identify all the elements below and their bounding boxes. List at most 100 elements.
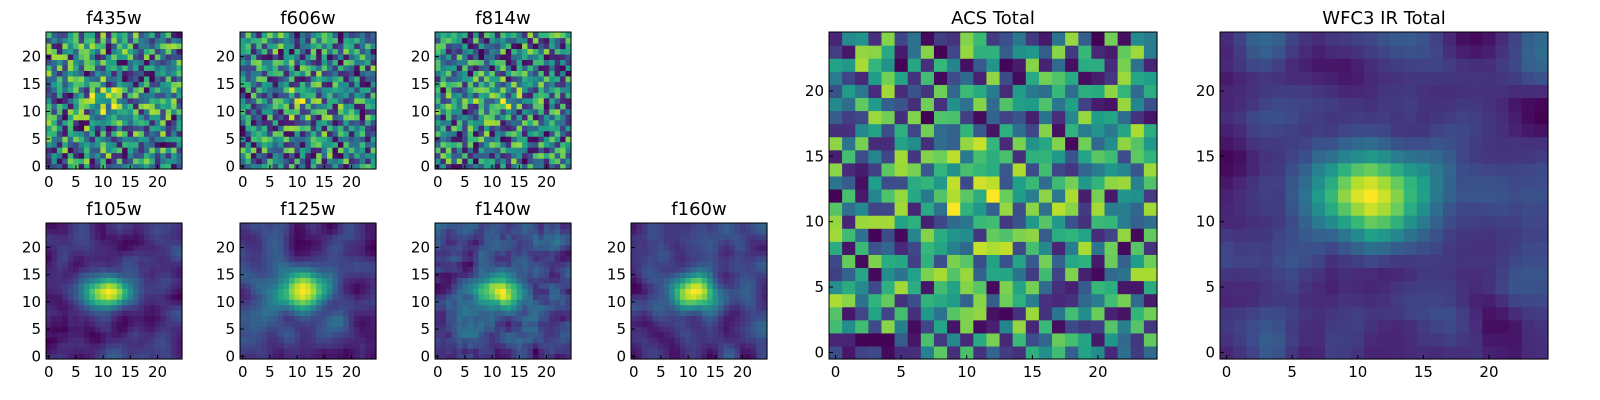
heatmap-cell [267, 53, 274, 60]
heatmap-cell [305, 315, 312, 322]
heatmap-cell [1025, 149, 1040, 164]
heatmap-cell [527, 353, 534, 360]
heatmap-cell [894, 162, 909, 177]
heatmap-cell [337, 266, 344, 273]
heatmap-cell [723, 271, 730, 278]
heatmap-cell [105, 114, 112, 121]
heatmap-cell [138, 348, 145, 355]
heatmap-cell [245, 293, 252, 300]
heatmap-cell [343, 266, 350, 273]
heatmap-cell [327, 315, 334, 322]
heatmap-cell [283, 288, 290, 295]
heatmap-cell [445, 342, 452, 349]
heatmap-cell [250, 326, 257, 333]
heatmap-cell [734, 299, 741, 306]
heatmap-cell [310, 348, 317, 355]
heatmap-cell [343, 119, 350, 126]
heatmap-cell [500, 92, 507, 99]
heatmap-cell [483, 119, 490, 126]
heatmap-cell [440, 125, 447, 132]
heatmap-cell [67, 348, 74, 355]
heatmap-cell [560, 233, 567, 240]
heatmap-cell [78, 48, 85, 55]
heatmap-cell [478, 282, 485, 289]
heatmap-cell [690, 304, 697, 311]
heatmap-cell [305, 147, 312, 154]
heatmap-cell [143, 147, 150, 154]
heatmap-cell [245, 75, 252, 82]
heatmap-cell [652, 331, 659, 338]
heatmap-cell [305, 261, 312, 268]
heatmap-cell [165, 331, 172, 338]
heatmap-cell [143, 37, 150, 44]
heatmap-cell [138, 147, 145, 154]
heatmap-cell [663, 233, 670, 240]
heatmap-cell [522, 282, 529, 289]
heatmap-cell [669, 282, 676, 289]
heatmap-cell [51, 293, 58, 300]
heatmap-cell [62, 64, 69, 71]
heatmap-cell [543, 70, 550, 77]
heatmap-cell [1117, 280, 1132, 295]
heatmap-cell [712, 315, 719, 322]
heatmap-cell [532, 86, 539, 93]
heatmap-cell [143, 271, 150, 278]
heatmap-cell [138, 92, 145, 99]
heatmap-cell [554, 228, 561, 235]
heatmap-cell [327, 136, 334, 143]
y-tick-label: 5 [616, 320, 626, 338]
heatmap-cell [527, 92, 534, 99]
heatmap-cell [294, 64, 301, 71]
heatmap-cell [348, 261, 355, 268]
heatmap-cell [750, 228, 757, 235]
heatmap-cell [511, 130, 518, 137]
heatmap-cell [1052, 162, 1066, 177]
heatmap-cell [527, 163, 534, 170]
heatmap-cell [127, 86, 134, 93]
heatmap-cell [467, 233, 474, 240]
heatmap-cell [133, 114, 140, 121]
heatmap-cell [756, 288, 763, 295]
heatmap-cell [473, 130, 480, 137]
heatmap-cell [647, 331, 654, 338]
heatmap-cell [278, 53, 285, 60]
heatmap-cell [100, 37, 107, 44]
heatmap-cell [89, 250, 96, 257]
heatmap-cell [310, 119, 317, 126]
heatmap-cell [543, 320, 550, 327]
heatmap-cell [663, 315, 670, 322]
heatmap-cell [250, 239, 257, 246]
heatmap-cell [986, 267, 1001, 282]
y-tick-label: 5 [31, 130, 41, 148]
heatmap-cell [478, 261, 485, 268]
heatmap-cell [89, 228, 96, 235]
heatmap-cell [116, 342, 123, 349]
heatmap-cell [138, 158, 145, 165]
heatmap-cell [435, 277, 442, 284]
heatmap-cell [647, 239, 654, 246]
heatmap-cell [94, 42, 101, 50]
heatmap-cell [316, 282, 323, 289]
heatmap-cell [1052, 188, 1066, 203]
heatmap-cell [467, 250, 474, 257]
heatmap-cell [560, 299, 567, 306]
heatmap-cell [354, 266, 361, 273]
heatmap-cell [348, 277, 355, 284]
heatmap-cell [494, 310, 501, 317]
heatmap-cell [370, 125, 377, 132]
heatmap-cell [451, 271, 458, 278]
heatmap-cell [1117, 162, 1132, 177]
heatmap-cell [176, 315, 183, 322]
heatmap-cell [467, 42, 474, 50]
heatmap-cell [283, 326, 290, 333]
heatmap-cell [337, 255, 344, 262]
heatmap-cell [658, 331, 665, 338]
heatmap-cell [761, 348, 768, 355]
heatmap-cell [511, 70, 518, 77]
heatmap-cell [348, 97, 355, 104]
heatmap-cell [111, 326, 118, 333]
heatmap-cell [478, 304, 485, 311]
heatmap-cell [1078, 280, 1092, 295]
heatmap-cell [51, 42, 58, 50]
heatmap-cell [327, 53, 334, 60]
